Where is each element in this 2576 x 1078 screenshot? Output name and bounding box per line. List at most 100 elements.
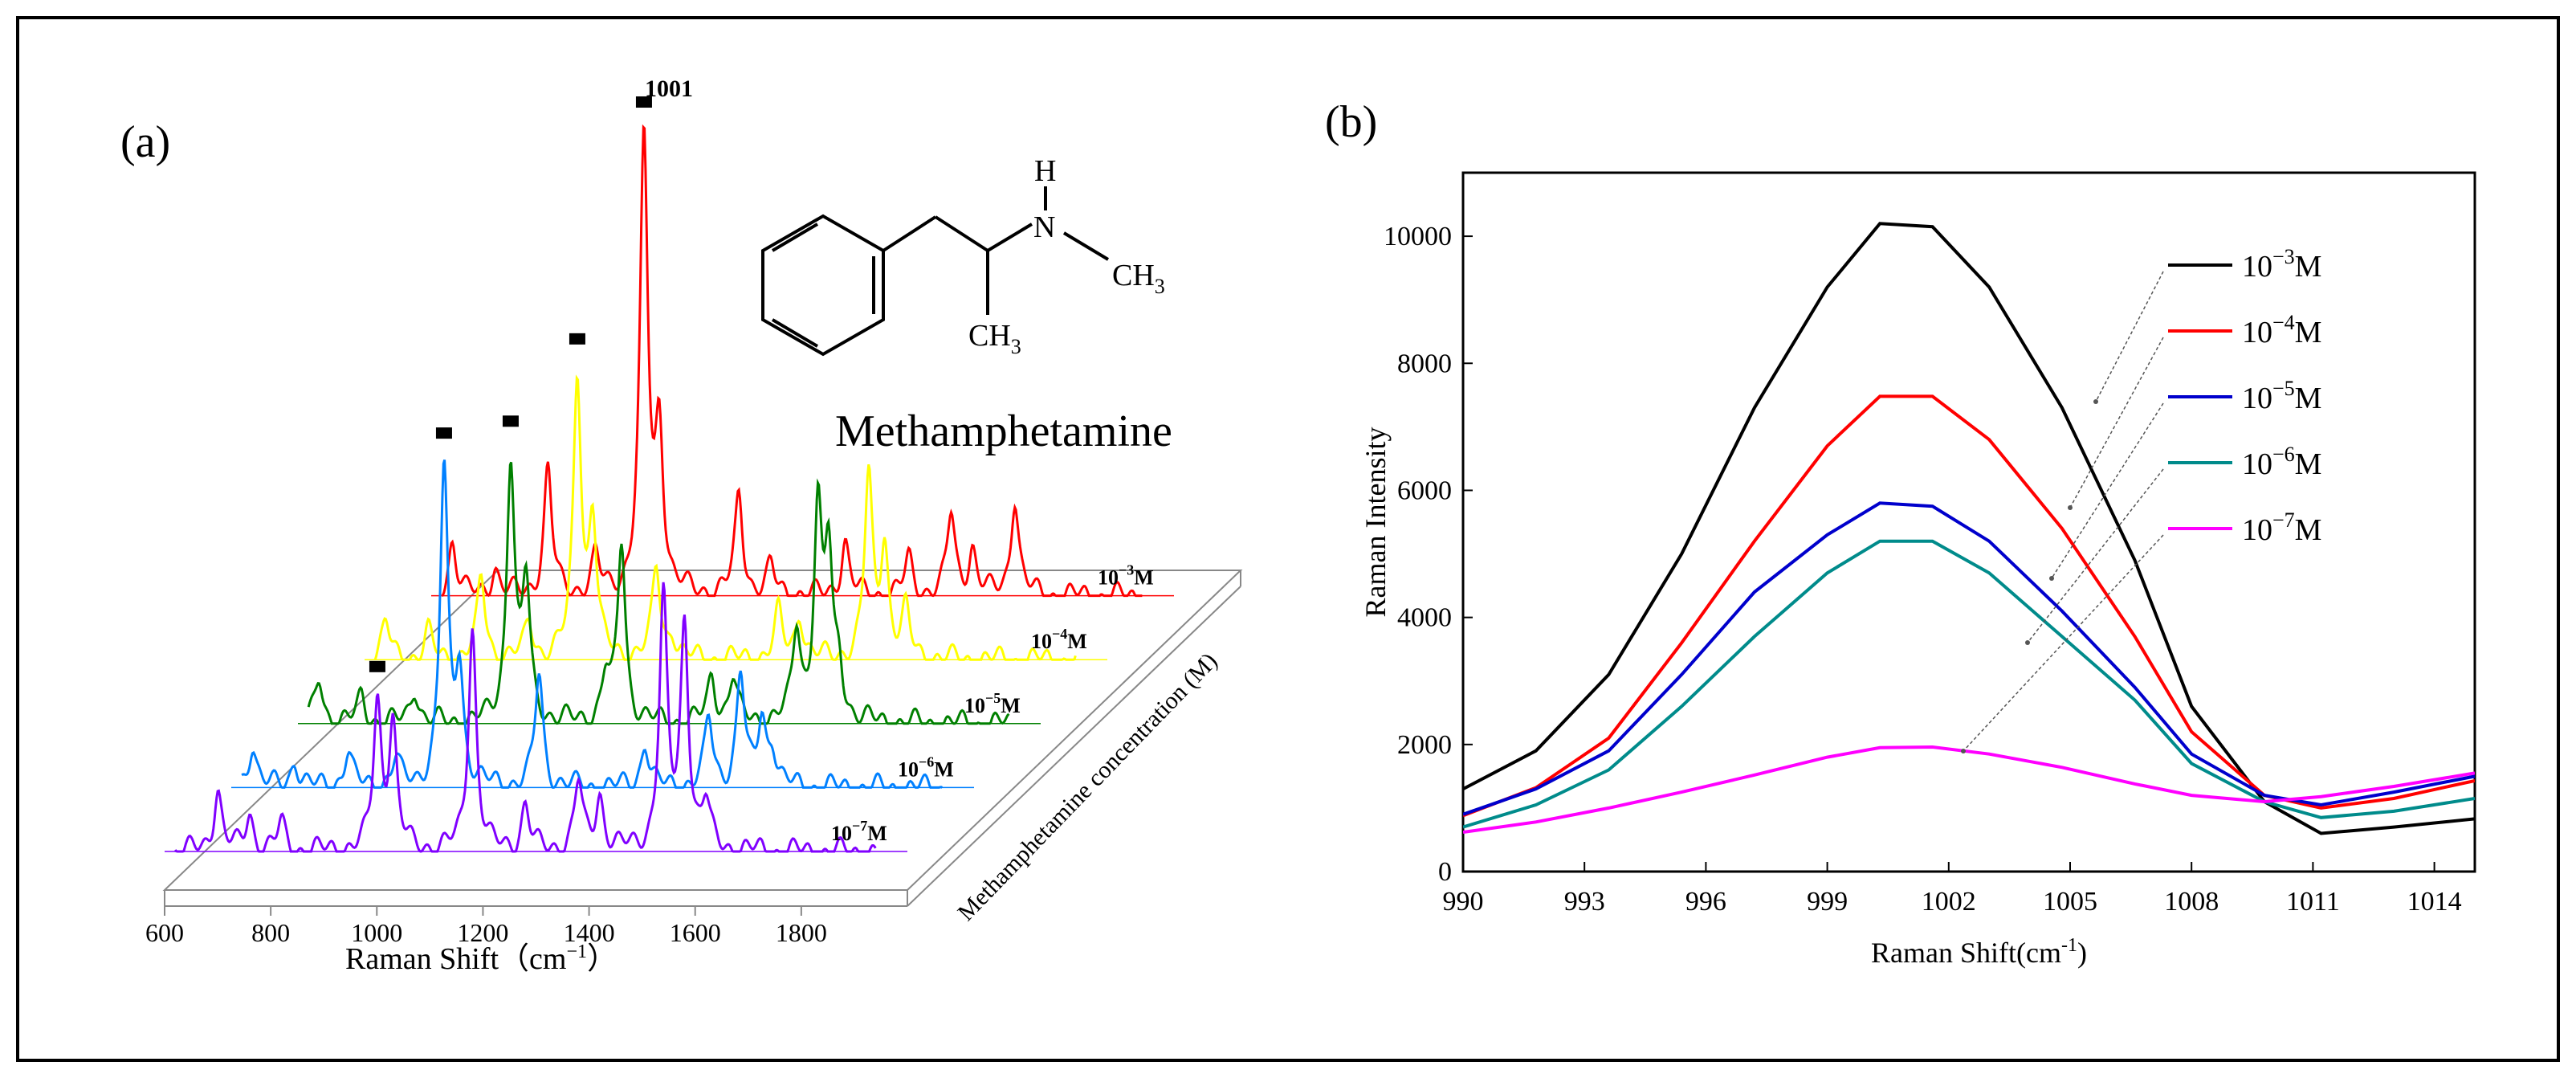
peak-marker (369, 660, 385, 672)
y-tick-label: 8000 (1397, 349, 1452, 378)
legend-pointer (2095, 271, 2164, 402)
spectrum-label-exp: −7 (852, 818, 867, 834)
methamphetamine-structure (761, 186, 1110, 357)
x-tick-label: 1002 (1922, 887, 1976, 917)
legend-label-unit: M (2295, 447, 2322, 481)
spectrum-label-exp: −3 (1119, 562, 1134, 578)
legend-label-base: 10 (2242, 250, 2272, 284)
legend-label: 10−3M (2242, 245, 2321, 284)
x-tick-label: 1008 (2164, 887, 2219, 917)
y-axis-title: Raman Intensity (1359, 427, 1392, 618)
spectrum-label: 10−6M (898, 753, 954, 781)
legend-label-base: 10 (2242, 447, 2272, 481)
legend-pointer (2027, 468, 2164, 643)
spectrum-label: 10−3M (1098, 562, 1154, 590)
spectrum-label-unit: M (1067, 630, 1087, 653)
spectrum-line (174, 582, 877, 853)
spectrum-line (373, 374, 1077, 661)
y-tick-label: 2000 (1397, 730, 1452, 760)
spectrum-label-exp: −5 (985, 690, 1001, 706)
legend-pointer (2051, 402, 2164, 579)
series-lines (1463, 222, 2475, 835)
panel-b-line-chart: (b) 990 993 996 999 1002 1005 1008 1011 1014 0 200… (1325, 97, 2476, 969)
x-tick-label: 993 (1564, 887, 1605, 917)
bond-ch-n (986, 223, 1033, 252)
bond-n-ch3 (1062, 231, 1110, 261)
spectrum-label-base: 10 (1031, 630, 1052, 653)
legend-pointer-tip (1961, 749, 1966, 753)
bond-ch2-ch (934, 215, 989, 252)
legend-label-exp: −5 (2272, 377, 2295, 400)
legend-label-base: 10 (2242, 513, 2272, 547)
benzene-double-bond-3 (771, 223, 819, 252)
legend-label: 10−7M (2242, 508, 2321, 547)
series-line (1463, 539, 2475, 829)
panel-b-label: (b) (1325, 97, 1377, 147)
peak-marker (435, 427, 452, 439)
spectrum-label: 10−5M (964, 690, 1021, 717)
x-tick-label: 1400 (564, 918, 615, 947)
x-tick-label: 1014 (2407, 887, 2462, 917)
legend-label-unit: M (2295, 250, 2322, 284)
group-ch3-right-sub: 3 (1155, 275, 1165, 298)
legend-label: 10−5M (2242, 377, 2321, 415)
legend-label-unit: M (2295, 316, 2322, 349)
x-tick-label: 600 (145, 918, 184, 947)
x-axis-ticks: 600 800 1000 1200 1400 1600 1800 (145, 906, 827, 947)
panel-a-waterfall-chart: (a) 600 800 1000 1200 1400 1600 1800 10−3M10−4… (120, 76, 1243, 976)
legend-label-exp: −3 (2272, 245, 2295, 268)
panel-a-label: (a) (120, 117, 170, 167)
group-ch3-bottom: CH3 (968, 319, 1021, 358)
legend-pointer-tip (2049, 576, 2054, 581)
y-tick-label: 0 (1438, 857, 1452, 887)
spectrum-line (241, 459, 943, 789)
panel-a-x-axis-title-main: Raman Shift（cm (345, 942, 566, 976)
spectrum-label: 10−4M (1031, 626, 1087, 653)
legend-label: 10−6M (2242, 443, 2321, 481)
legend-label-exp: −7 (2272, 508, 2295, 532)
axis-ticks: 990 993 996 999 1002 1005 1008 1011 1014 0 2000 400… (1384, 222, 2462, 917)
spectrum-label-exp: −6 (919, 753, 934, 770)
x-tick-label: 990 (1443, 887, 1484, 917)
peak-markers (369, 96, 652, 672)
legend-label-unit: M (2295, 513, 2322, 547)
spectrum-label-base: 10 (831, 822, 852, 845)
y-tick-label: 10000 (1384, 222, 1452, 251)
x-axis-title: Raman Shift(cm-1) (1871, 935, 2087, 969)
spectrum-label: 10−7M (831, 818, 887, 845)
benzene-ring (761, 214, 885, 357)
figure-border (16, 16, 2560, 1062)
y-tick-label: 4000 (1397, 603, 1452, 633)
x-tick-label: 1800 (776, 918, 827, 947)
peak-marker (569, 333, 585, 345)
spectrum-label-exp: −4 (1052, 626, 1067, 642)
peak-marker (502, 415, 519, 427)
atom-n: N (1033, 210, 1055, 244)
bond-ring-ch2 (882, 215, 937, 252)
series-line (1463, 222, 2475, 835)
legend-label-exp: −6 (2272, 443, 2295, 466)
x-tick-label: 1000 (351, 918, 402, 947)
benzene-double-bond-2 (771, 318, 819, 348)
group-ch3-bottom-sub: 3 (1011, 335, 1021, 358)
x-tick-label: 996 (1685, 887, 1726, 917)
spectrum-label-base: 10 (898, 757, 919, 781)
x-axis-title-close: ) (2077, 937, 2087, 969)
series-line (1463, 745, 2475, 834)
x-tick-label: 1005 (2043, 887, 2097, 917)
x-tick-label: 1600 (670, 918, 721, 947)
legend-pointer-tip (2093, 399, 2098, 404)
x-axis-title-main: Raman Shift(cm (1871, 937, 2061, 969)
x-tick-label: 1200 (457, 918, 508, 947)
spectrum-label-base: 10 (964, 694, 985, 717)
legend-pointer (1963, 534, 2164, 752)
x-tick-label: 999 (1807, 887, 1848, 917)
legend-label-base: 10 (2242, 382, 2272, 415)
spectrum-line (441, 124, 1143, 598)
legend-label-base: 10 (2242, 316, 2272, 349)
group-ch3-bottom-ch: CH (968, 319, 1011, 353)
spectrum-label-unit: M (867, 822, 887, 845)
legend-label-exp: −4 (2272, 311, 2295, 334)
